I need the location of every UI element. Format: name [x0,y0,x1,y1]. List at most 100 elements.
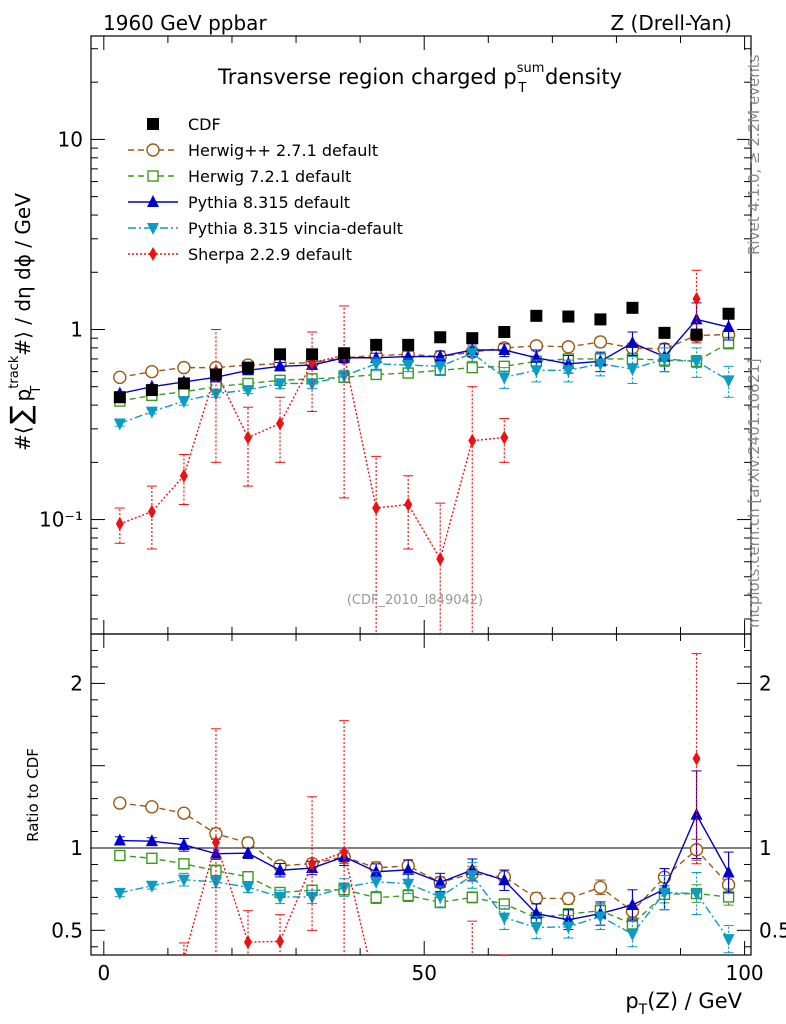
marker-diamond [276,416,285,431]
marker-square [722,307,735,320]
marker-open-square [114,849,126,862]
marker-diamond [243,430,252,445]
marker-diamond [149,247,157,261]
marker-triangle-down [466,348,479,361]
marker-triangle-down [113,887,126,900]
svg-text:#⟨∑ptrackT#⟩ / dη dϕ / GeV: #⟨∑ptrackT#⟩ / dη dϕ / GeV [4,193,44,451]
marker-triangle-down [370,876,383,889]
marker-triangle-up [274,359,287,372]
marker-square [498,326,511,339]
marker-open-circle [145,364,159,379]
marker-diamond [372,983,380,997]
marker-triangle-up [498,873,511,886]
ratio-y-tick-label-right: 1 [759,836,772,860]
marker-open-square [498,360,511,373]
marker-diamond [340,845,349,860]
ratio-y-tick-label-right: 2 [759,671,772,695]
marker-square [241,361,254,374]
marker-diamond [182,951,186,955]
marker-triangle-down [562,921,575,934]
x-tick-label: 0 [97,961,110,985]
marker-diamond [692,751,701,766]
series-3-ratio [113,862,735,954]
marker-diamond [179,468,188,483]
marker-square [594,313,607,326]
legend-label: Pythia 8.315 vincia-default [188,219,403,238]
marker-triangle-down [722,934,735,947]
ratio-y-label: Ratio to CDF [24,748,42,842]
marker-square [562,310,575,323]
marker-diamond [404,497,413,512]
marker-open-square [146,852,158,864]
marker-triangle-up [626,897,639,910]
marker-triangle-down [498,912,511,925]
marker-triangle-down [626,363,639,376]
series-line [119,352,729,425]
marker-triangle-up [434,875,447,888]
marker-triangle-up [113,833,126,846]
marker-triangle-down [145,406,158,419]
marker-square [658,326,671,339]
series-line [119,874,730,940]
marker-triangle-up [241,846,254,859]
header-right: Z (Drell-Yan) [610,11,732,35]
marker-square [690,328,703,341]
marker-open-circle [177,806,191,820]
marker-triangle-up [274,863,287,876]
marker-triangle-down [562,365,575,378]
marker-square [434,331,447,344]
x-axis-label: pT(Z) / GeV [625,989,742,1018]
ratio-y-tick-label: 0.5 [51,918,83,942]
marker-triangle-down [530,922,543,935]
marker-triangle-down [626,929,639,942]
marker-triangle-down [434,361,447,374]
marker-open-circle [593,335,608,349]
marker-triangle-down [466,870,479,883]
marker-square [147,118,159,130]
legend-label: Herwig++ 2.7.1 default [188,141,378,160]
marker-diamond [148,968,156,982]
marker-diamond [500,960,508,974]
marker-square [177,377,190,390]
marker-open-square [178,858,190,870]
y-axis-label: #⟨∑ptrackT#⟩ / dη dϕ / GeV [4,193,44,451]
marker-square [626,301,639,314]
marker-open-square [242,871,254,883]
marker-square [466,332,479,345]
marker-triangle-down [274,891,287,904]
marker-triangle-down [306,378,319,391]
marker-open-circle [145,800,159,814]
marker-diamond [116,970,124,984]
ratio-y-tick-label: 1 [70,836,83,860]
marker-square [370,338,383,351]
marker-diamond [468,958,476,972]
header-left: 1960 GeV ppbar [103,11,267,35]
legend-label: Pythia 8.315 default [188,193,350,212]
marker-open-square [370,368,382,381]
marker-triangle-down [722,375,735,388]
marker-triangle-up [209,846,222,859]
marker-square [274,348,287,361]
marker-open-circle [146,143,160,157]
series-2-main [113,302,735,399]
marker-open-square [370,891,382,904]
marker-square [145,384,158,397]
series-line [119,813,730,921]
marker-triangle-down [498,372,511,385]
watermark: (CDF_2010_I849042) [347,593,483,608]
marker-square [338,347,351,360]
marker-diamond [243,935,252,950]
marker-triangle-down [147,223,159,235]
marker-triangle-up [370,864,383,877]
y-tick-label: 10⁻¹ [39,508,83,532]
marker-triangle-down [402,360,415,373]
rivet-label: Rivet 4.1.0, ≥ 2.2M events [745,54,763,256]
marker-triangle-up [562,912,575,925]
marker-diamond [372,501,381,516]
marker-open-circle [113,796,127,810]
marker-triangle-down [177,874,190,887]
marker-triangle-down [370,358,383,371]
marker-triangle-down [690,356,703,369]
ratio-y-tick-label-right: 0.5 [759,918,786,942]
